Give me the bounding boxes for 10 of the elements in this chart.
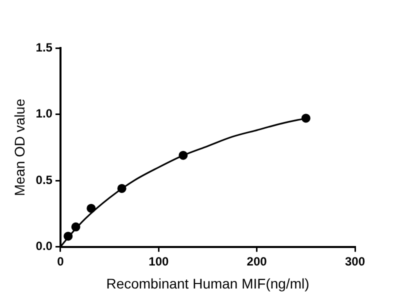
y-tick-label: 1.5 <box>36 40 53 54</box>
x-axis-title: Recombinant Human MIF(ng/ml) <box>106 275 310 292</box>
x-tick-label: 200 <box>246 254 268 268</box>
y-tick-label: 0.5 <box>36 172 53 187</box>
x-tick-label: 100 <box>148 254 169 268</box>
y-tick-label: 0.0 <box>36 239 53 254</box>
y-tick-label: 1.0 <box>36 106 53 121</box>
x-tick-label: 300 <box>344 254 366 268</box>
y-axis-title: Mean OD value <box>11 98 28 196</box>
x-tick-label: 0 <box>57 254 64 268</box>
